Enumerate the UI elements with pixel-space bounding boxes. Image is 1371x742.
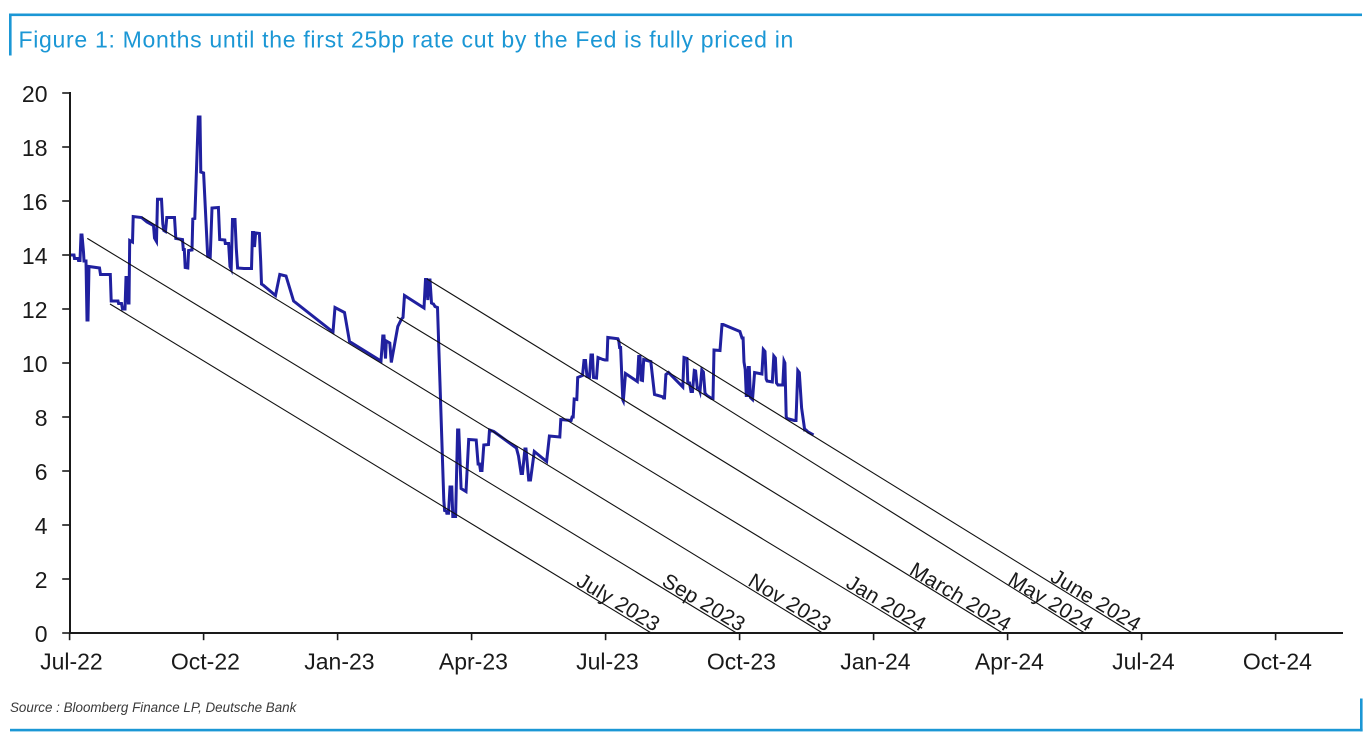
- svg-text:Jul-22: Jul-22: [40, 649, 103, 675]
- svg-text:20: 20: [22, 81, 48, 107]
- svg-text:6: 6: [35, 459, 48, 485]
- svg-text:12: 12: [22, 297, 48, 323]
- svg-text:2: 2: [35, 567, 48, 593]
- svg-text:16: 16: [22, 189, 48, 215]
- svg-text:Apr-23: Apr-23: [439, 649, 508, 675]
- svg-text:Oct-24: Oct-24: [1243, 649, 1312, 675]
- svg-text:10: 10: [22, 351, 48, 377]
- svg-text:4: 4: [35, 513, 48, 539]
- svg-text:Oct-22: Oct-22: [171, 649, 240, 675]
- svg-text:14: 14: [22, 243, 48, 269]
- svg-text:Oct-23: Oct-23: [707, 649, 776, 675]
- svg-text:Source : Bloomberg Finance LP,: Source : Bloomberg Finance LP, Deutsche …: [10, 700, 298, 715]
- svg-text:Jan-23: Jan-23: [304, 649, 374, 675]
- svg-text:Jul-24: Jul-24: [1112, 649, 1175, 675]
- svg-text:18: 18: [22, 135, 48, 161]
- svg-text:Jul-23: Jul-23: [576, 649, 639, 675]
- svg-text:0: 0: [35, 621, 48, 647]
- svg-text:Jan-24: Jan-24: [840, 649, 911, 675]
- svg-text:Figure 1: Months until the fir: Figure 1: Months until the first 25bp ra…: [19, 27, 795, 53]
- svg-text:Apr-24: Apr-24: [975, 649, 1044, 675]
- svg-text:8: 8: [35, 405, 48, 431]
